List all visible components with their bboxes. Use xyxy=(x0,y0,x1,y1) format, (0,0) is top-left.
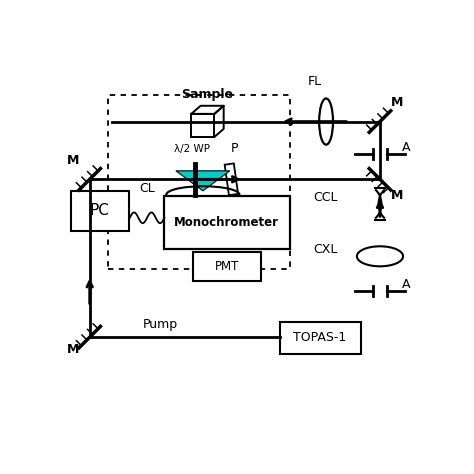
Text: A: A xyxy=(401,278,410,291)
Text: PC: PC xyxy=(90,203,109,219)
Bar xyxy=(164,196,290,248)
Text: Pump: Pump xyxy=(143,318,178,331)
Text: A: A xyxy=(401,141,410,154)
Text: P: P xyxy=(231,142,238,155)
Text: CXL: CXL xyxy=(313,243,337,256)
Text: Monochrometer: Monochrometer xyxy=(174,216,279,229)
Bar xyxy=(71,191,129,231)
Bar xyxy=(108,95,290,269)
Text: M: M xyxy=(66,154,79,167)
Text: M: M xyxy=(66,343,79,356)
Bar xyxy=(280,322,361,354)
Bar xyxy=(193,252,261,281)
Polygon shape xyxy=(176,199,230,219)
Text: FL: FL xyxy=(308,75,321,89)
Text: CL: CL xyxy=(139,182,155,195)
Bar xyxy=(191,114,214,137)
Text: CCL: CCL xyxy=(313,191,337,204)
Polygon shape xyxy=(225,164,238,195)
Text: M: M xyxy=(391,189,403,202)
Polygon shape xyxy=(176,171,230,191)
Text: PMT: PMT xyxy=(215,260,239,273)
Text: M: M xyxy=(391,96,403,109)
Text: λ/2 WP: λ/2 WP xyxy=(174,144,210,154)
Text: Sample: Sample xyxy=(181,89,233,101)
Text: TOPAS-1: TOPAS-1 xyxy=(293,331,346,344)
